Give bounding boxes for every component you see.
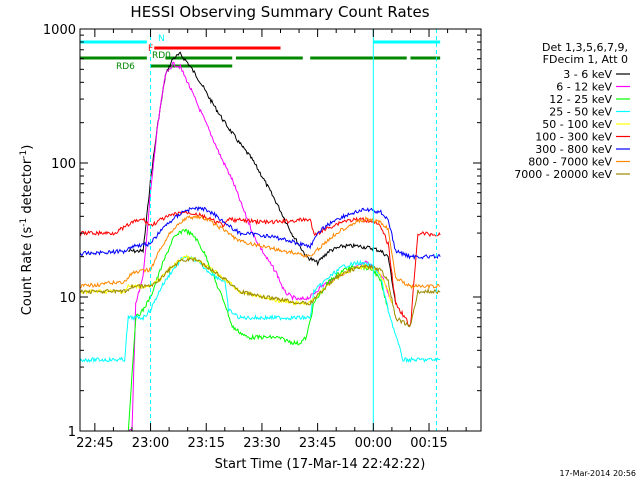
series-line-12-25-kev — [127, 228, 389, 432]
y-tick-label: 100 — [51, 157, 76, 172]
legend-label-6-12-kev: 6 - 12 keV — [556, 81, 612, 94]
chart-title: HESSI Observing Summary Count Rates — [130, 3, 429, 21]
legend: Det 1,3,5,6,7,9,FDecim 1, Att 0 3 - 6 keV… — [514, 41, 630, 181]
x-tick-label: 23:30 — [243, 436, 280, 451]
footer-timestamp: 17-Mar-2014 20:56 — [560, 469, 637, 478]
series-line-7000-20000-kev — [79, 257, 441, 328]
flag-label-rd6: RD6 — [116, 62, 135, 72]
y-axis-label: Count Rate (s-1 detector-1) — [19, 145, 35, 316]
y-label-sup2: -1 — [19, 150, 29, 159]
x-tick-label: 22:45 — [76, 436, 113, 451]
x-axis-label: Start Time (17-Mar-14 22:42:22) — [215, 457, 426, 472]
y-tick-label: 1000 — [43, 23, 76, 38]
y-label-close: ) — [20, 145, 35, 150]
vertical-markers — [150, 29, 437, 431]
flag-label-n: N — [158, 34, 165, 44]
axis-ticks: 22:45 23:00 23:15 23:30 23:45 00:00 00:15 1 10 10… — [43, 23, 481, 451]
flag-label-rd0: RD0 — [152, 51, 171, 61]
y-label-sup: -1 — [19, 218, 29, 227]
legend-label-3-6-kev: 3 - 6 keV — [563, 68, 612, 81]
series-line-25-50-kev — [79, 254, 441, 364]
y-label-mid: detector — [20, 158, 35, 218]
series-lines — [79, 51, 441, 432]
legend-label-25-50-kev: 25 - 50 keV — [549, 106, 612, 119]
series-line-300-800-kev — [79, 206, 441, 261]
legend-label-50-100-kev: 50 - 100 keV — [542, 118, 612, 131]
series-line-100-300-kev — [79, 209, 441, 327]
x-tick-label: 00:00 — [355, 436, 392, 451]
series-line-800-7000-kev — [79, 214, 441, 290]
legend-label-300-800-kev: 300 - 800 keV — [535, 143, 612, 156]
legend-label-800-7000-kev: 800 - 7000 keV — [528, 156, 612, 169]
series-line-3-6-kev — [128, 51, 397, 304]
x-tick-label: 23:00 — [132, 436, 169, 451]
y-label-main: Count Rate (s — [20, 227, 35, 316]
legend-label-7000-20000-kev: 7000 - 20000 keV — [514, 168, 612, 181]
y-tick-label: 1 — [68, 425, 76, 440]
x-tick-label: 23:15 — [188, 436, 225, 451]
legend-label-12-25-kev: 12 - 25 keV — [549, 93, 612, 106]
legend-header-line: Det 1,3,5,6,7,9, — [542, 41, 628, 54]
x-tick-label: 23:45 — [299, 436, 336, 451]
x-tick-label: 00:15 — [410, 436, 447, 451]
y-tick-label: 10 — [59, 291, 76, 306]
legend-label-100-300-kev: 100 - 300 keV — [535, 131, 612, 144]
flag-label-f: F — [148, 44, 153, 54]
legend-header-line: FDecim 1, Att 0 — [543, 53, 628, 66]
